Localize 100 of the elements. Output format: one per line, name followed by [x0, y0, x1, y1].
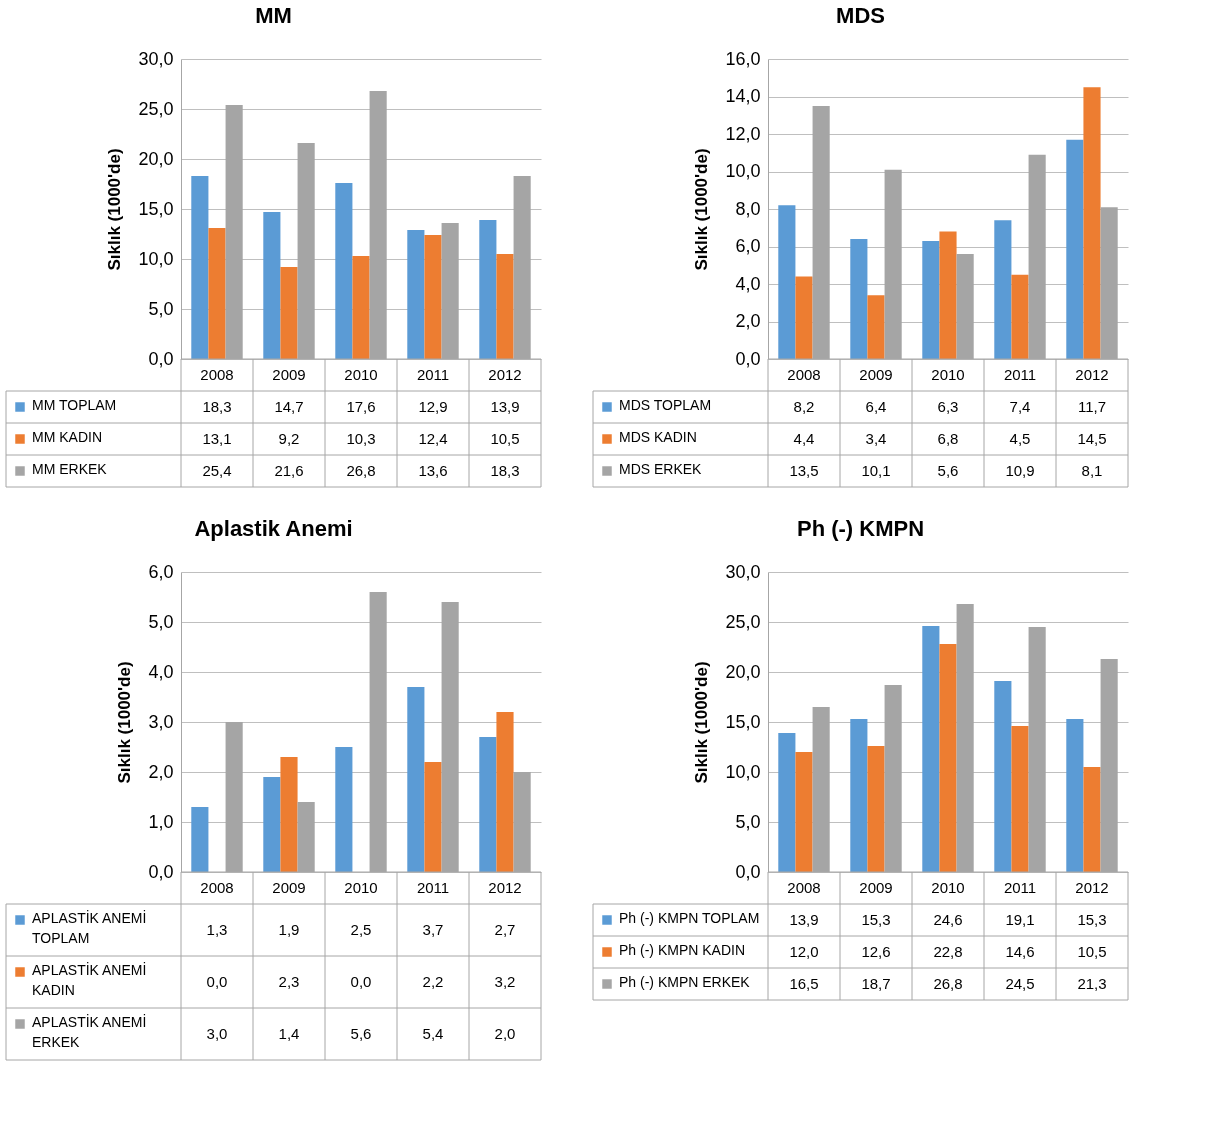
data-label: 1,9 [278, 921, 300, 938]
bar [795, 752, 813, 872]
data-label: 0,0 [350, 973, 372, 990]
data-label: 2,5 [350, 921, 372, 938]
legend-label: MM ERKEK [32, 461, 108, 477]
data-label: 10,5 [1077, 943, 1107, 960]
y-tick-label: 16,0 [725, 48, 761, 69]
y-tick-label: 4,0 [735, 273, 761, 294]
x-tick-label: 2011 [416, 879, 450, 896]
bar [424, 762, 442, 872]
x-tick-label: 2008 [200, 366, 234, 383]
y-tick-label: 6,0 [735, 236, 761, 256]
bar [1083, 767, 1101, 872]
data-label: 11,7 [1077, 398, 1107, 415]
x-tick-label: 2011 [1003, 879, 1037, 896]
y-tick-label: 12,0 [725, 123, 761, 144]
bar [479, 220, 497, 359]
bar [778, 733, 796, 872]
data-label: 26,8 [346, 462, 376, 479]
data-label: 8,1 [1081, 462, 1103, 479]
y-tick-label: 15,0 [138, 198, 174, 219]
x-tick-label: 2012 [1075, 879, 1109, 896]
y-tick-label: 5,0 [735, 811, 761, 832]
x-tick-label: 2008 [787, 879, 821, 896]
bar [778, 205, 796, 359]
legend-label: MM TOPLAM [32, 397, 117, 413]
legend-label: MDS TOPLAM [619, 397, 712, 413]
chart-title: Ph (-) KMPN [796, 516, 925, 541]
y-tick-label: 10,0 [725, 161, 761, 181]
data-label: 12,4 [418, 430, 448, 447]
data-label: 13,5 [789, 462, 819, 479]
data-label: 10,5 [490, 430, 520, 447]
bar [263, 777, 281, 872]
x-tick-label: 2010 [344, 366, 378, 383]
data-label: 0,0 [206, 973, 228, 990]
bar [795, 276, 813, 359]
legend-label: MDS KADIN [619, 429, 697, 445]
data-label: 24,6 [933, 911, 963, 928]
data-label: 1,4 [278, 1025, 300, 1042]
data-label: 13,9 [789, 911, 819, 928]
data-label: 18,7 [861, 975, 891, 992]
legend-label: APLASTİK ANEMİ ERKEK [32, 1013, 147, 1050]
y-tick-label: 25,0 [725, 611, 761, 632]
y-axis-title: Sıklık (1000'de) [692, 661, 712, 784]
data-label: 18,3 [490, 462, 520, 479]
data-label: 16,5 [789, 975, 819, 992]
bar [867, 746, 885, 872]
x-tick-label: 2008 [200, 879, 234, 896]
data-label: 14,5 [1077, 430, 1107, 447]
bar [1066, 719, 1084, 872]
data-label: 2,2 [422, 973, 444, 990]
y-axis-title: Sıklık (1000'de) [692, 148, 712, 271]
bar [1011, 726, 1029, 872]
data-label: 14,7 [274, 398, 304, 415]
bar [1066, 139, 1084, 359]
y-axis-title: Sıklık (1000'de) [105, 148, 125, 271]
bar [922, 240, 940, 359]
x-tick-label: 2009 [272, 879, 306, 896]
bar [867, 295, 885, 359]
data-label: 2,3 [278, 973, 300, 990]
bar [191, 807, 209, 872]
legend-label: MDS ERKEK [619, 461, 703, 477]
y-tick-label: 5,0 [148, 611, 174, 632]
data-label: 15,3 [1077, 911, 1107, 928]
bar [407, 687, 425, 872]
bar [479, 737, 497, 872]
data-label: 8,2 [793, 398, 815, 415]
y-tick-label: 2,0 [148, 761, 174, 782]
x-tick-label: 2010 [931, 366, 965, 383]
x-tick-label: 2011 [416, 366, 450, 383]
data-label: 9,2 [278, 430, 300, 447]
data-label: 10,1 [861, 462, 891, 479]
y-tick-label: 4,0 [148, 661, 174, 682]
y-tick-label: 10,0 [725, 761, 761, 782]
y-tick-label: 1,0 [148, 811, 174, 832]
data-label: 5,4 [422, 1025, 444, 1042]
bar [994, 220, 1012, 359]
bar [335, 183, 353, 359]
data-label: 13,6 [418, 462, 448, 479]
y-tick-label: 3,0 [148, 711, 174, 732]
data-label: 6,3 [937, 398, 959, 415]
y-tick-label: 0,0 [735, 861, 761, 882]
bar [939, 231, 957, 359]
bar [922, 626, 940, 872]
data-label: 3,7 [422, 921, 444, 938]
y-tick-label: 0,0 [148, 348, 174, 369]
legend-label: Ph (-) KMPN KADIN [619, 942, 746, 958]
data-label: 17,6 [346, 398, 376, 415]
x-tick-label: 2009 [859, 879, 893, 896]
data-label: 25,4 [202, 462, 232, 479]
data-label: 2,0 [494, 1025, 516, 1042]
y-tick-label: 20,0 [725, 661, 761, 682]
data-label: 1,3 [206, 921, 228, 938]
data-label: 24,5 [1005, 975, 1035, 992]
data-label: 3,0 [206, 1025, 228, 1042]
y-tick-label: 30,0 [725, 561, 761, 582]
legend-label: MM KADIN [32, 429, 102, 445]
legend-label: APLASTİK ANEMİ TOPLAM [32, 909, 147, 946]
bar [1083, 87, 1101, 359]
data-label: 12,9 [418, 398, 448, 415]
